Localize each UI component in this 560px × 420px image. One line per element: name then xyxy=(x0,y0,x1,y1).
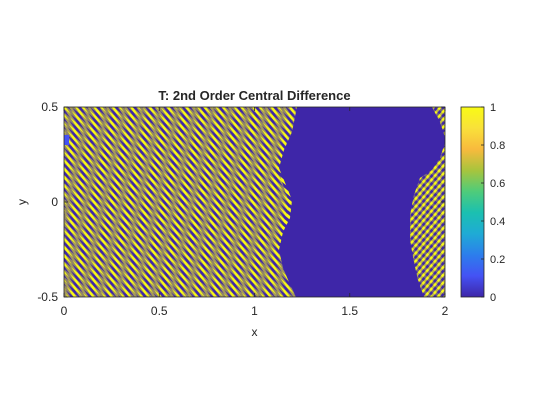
heatmap-uniform-band xyxy=(279,107,445,297)
colorbar-tick-label: 1 xyxy=(490,102,496,114)
y-tick-label: -0.5 xyxy=(37,290,58,304)
y-axis-label: y xyxy=(15,199,29,205)
colorbar: 0 0.2 0.4 0.6 0.8 1 xyxy=(460,102,505,304)
heatmap-edge-spot xyxy=(64,135,69,145)
x-axis: 0 0.5 1 1.5 2 xyxy=(61,107,449,318)
colorbar-tick-label: 0 xyxy=(490,292,496,304)
x-tick-label: 2 xyxy=(442,304,449,318)
x-tick-label: 1 xyxy=(251,304,258,318)
x-axis-label: x xyxy=(252,325,258,339)
chart-title: T: 2nd Order Central Difference xyxy=(158,88,350,103)
colorbar-tick-label: 0.6 xyxy=(490,178,505,190)
x-tick-label: 0.5 xyxy=(151,304,168,318)
heatmap-left-texture xyxy=(64,107,300,297)
heatmap-image xyxy=(64,107,445,297)
y-tick-label: 0 xyxy=(51,195,58,209)
y-tick-label: 0.5 xyxy=(41,100,58,114)
colorbar-gradient xyxy=(461,107,484,297)
heatmap-right-texture xyxy=(410,107,445,297)
colorbar-tick-label: 0.4 xyxy=(490,216,505,228)
x-tick-label: 1.5 xyxy=(341,304,358,318)
colorbar-tick-label: 0.2 xyxy=(490,254,505,266)
colorbar-tick-label: 0.8 xyxy=(490,140,505,152)
y-axis: -0.5 0 0.5 xyxy=(37,100,445,304)
colorbar-box xyxy=(460,106,485,298)
x-tick-label: 0 xyxy=(61,304,68,318)
